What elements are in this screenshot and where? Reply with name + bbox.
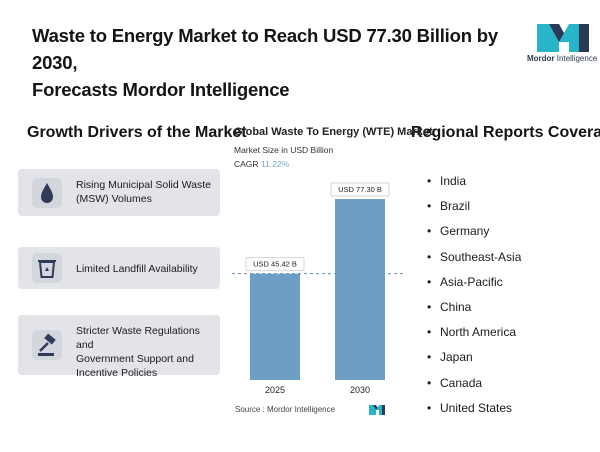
- regional-coverage-heading: Regional Reports Coverage: [411, 124, 600, 141]
- list-item: • North America: [427, 325, 517, 340]
- bar-2025: [250, 273, 300, 380]
- data-label: USD 77.30 B: [338, 185, 382, 194]
- chart-subtitle: Market Size in USD Billion: [234, 145, 334, 155]
- driver-text: Rising Municipal Solid Waste (MSW) Volum…: [76, 179, 211, 205]
- water-drop-icon: [32, 178, 62, 208]
- bar-2030: [335, 199, 385, 380]
- list-item: • China: [427, 299, 472, 314]
- list-item: • Asia-Pacific: [427, 274, 503, 289]
- data-label-box: [245, 257, 305, 272]
- list-item: • United States: [427, 400, 513, 415]
- title-line-2: Forecasts Mordor Intelligence: [32, 79, 290, 100]
- list-item: • Germany: [427, 224, 490, 239]
- data-label: USD 45.42 B: [253, 260, 297, 269]
- mordor-mini-logo-icon: [369, 405, 385, 415]
- title-line-1: Waste to Energy Market to Reach USD 77.3…: [32, 25, 498, 73]
- chart-cagr: CAGR 11.22%: [234, 159, 290, 169]
- regions-list: • India • Brazil • Germany • Southeast-Asia …: [427, 172, 521, 424]
- recycle-bin-icon: [32, 253, 62, 283]
- growth-drivers-heading: Growth Drivers of the Market: [27, 124, 247, 141]
- data-label-box: [330, 182, 390, 197]
- list-item: • Canada: [427, 375, 483, 390]
- driver-text: Limited Landfill Availability: [76, 263, 198, 275]
- driver-card-regulations: Stricter Waste Regulations and Governmen…: [18, 315, 220, 379]
- page-title: Waste to Energy Market to Reach USD 77.3…: [32, 22, 502, 103]
- mordor-logo-icon: [537, 24, 589, 52]
- source-note: Source : Mordor Intelligence: [235, 405, 336, 414]
- driver-text: Stricter Waste Regulations and Governmen…: [76, 325, 200, 379]
- driver-card-landfill: Limited Landfill Availability: [18, 247, 220, 289]
- driver-card-msw: Rising Municipal Solid Waste (MSW) Volum…: [18, 169, 220, 216]
- list-item: • Japan: [427, 350, 473, 365]
- gavel-icon: [32, 330, 62, 360]
- x-tick-label: 2025: [265, 385, 285, 395]
- chart-title: Global Waste To Energy (WTE) Market: [234, 126, 433, 138]
- x-tick-label: 2030: [350, 385, 370, 395]
- list-item: • India: [427, 174, 467, 188]
- list-item: • Brazil: [427, 199, 471, 214]
- list-item: • Southeast-Asia: [427, 249, 522, 264]
- logo-text: Mordor Intelligence: [527, 54, 598, 63]
